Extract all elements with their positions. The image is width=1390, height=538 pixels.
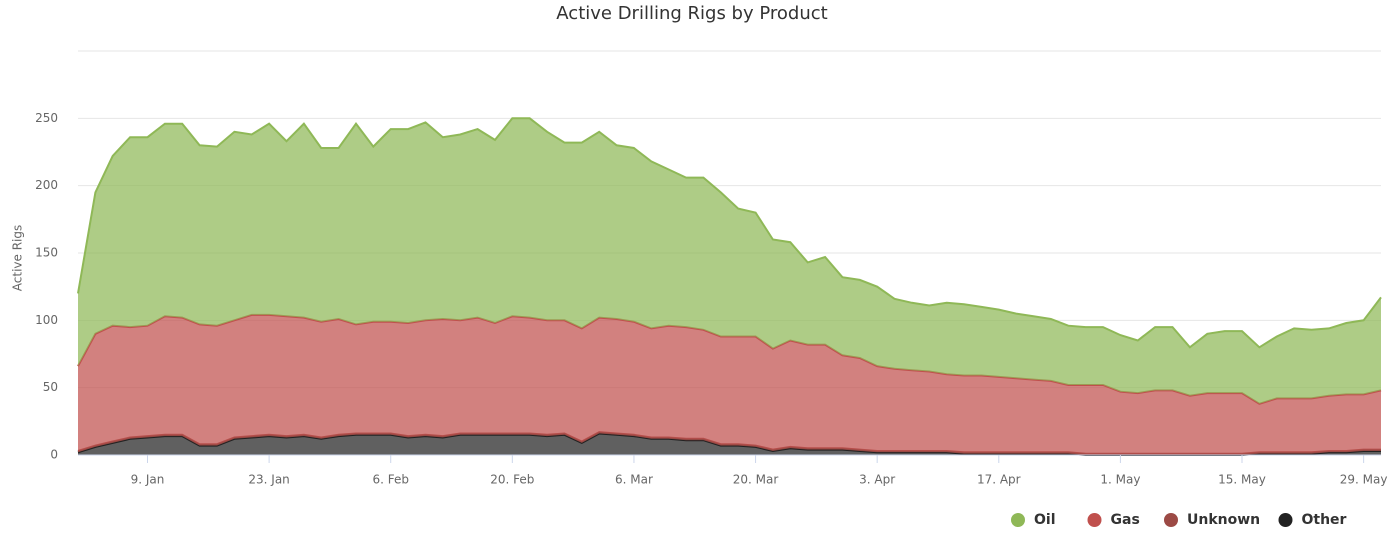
legend-label: Unknown bbox=[1187, 512, 1260, 528]
chart-title: Active Drilling Rigs by Product bbox=[556, 3, 827, 24]
area-fill bbox=[78, 314, 1381, 454]
area-fill bbox=[78, 433, 1381, 455]
x-tick-label: 3. Apr bbox=[859, 473, 895, 487]
x-tick-label: 15. May bbox=[1218, 473, 1266, 487]
y-tick-label: 150 bbox=[35, 246, 58, 260]
legend-marker bbox=[1164, 513, 1178, 527]
y-tick-label: 200 bbox=[35, 178, 58, 192]
x-tick-label: 1. May bbox=[1100, 473, 1140, 487]
x-tick-label: 9. Jan bbox=[131, 473, 165, 487]
x-tick-label: 17. Apr bbox=[977, 473, 1021, 487]
legend-label: Oil bbox=[1034, 512, 1056, 528]
y-tick-label: 50 bbox=[43, 380, 58, 394]
legend-marker bbox=[1278, 513, 1293, 527]
y-axis-label: Active Rigs bbox=[11, 225, 25, 291]
area-fill bbox=[78, 118, 1381, 404]
x-tick-label: 6. Feb bbox=[372, 473, 409, 487]
legend-label: Other bbox=[1302, 512, 1347, 528]
legend-marker bbox=[1087, 513, 1102, 527]
y-tick-label: 0 bbox=[50, 448, 58, 462]
legend-label: Gas bbox=[1111, 512, 1140, 528]
y-tick-label: 250 bbox=[35, 111, 58, 125]
x-tick-label: 23. Jan bbox=[248, 473, 289, 487]
area-line bbox=[77, 117, 1382, 349]
y-tick-label: 100 bbox=[35, 313, 58, 327]
x-tick-label: 6. Mar bbox=[615, 473, 653, 487]
legend-marker bbox=[1011, 513, 1025, 527]
x-tick-label: 20. Mar bbox=[733, 473, 779, 487]
x-tick-label: 29. May bbox=[1340, 473, 1388, 487]
x-tick-label: 20. Feb bbox=[490, 473, 534, 487]
